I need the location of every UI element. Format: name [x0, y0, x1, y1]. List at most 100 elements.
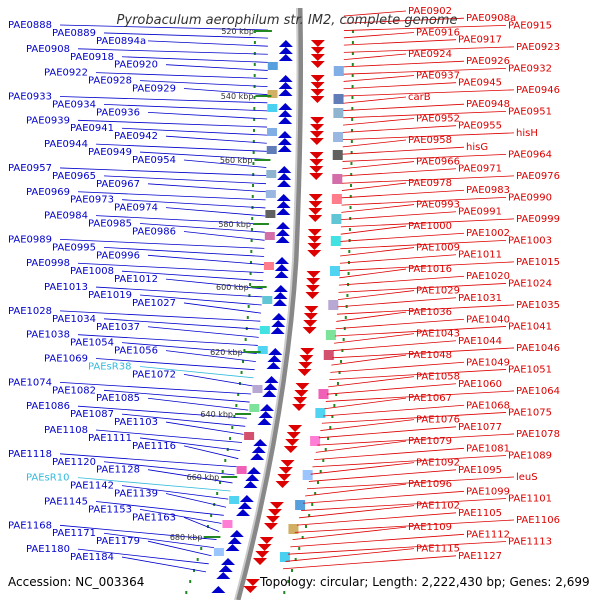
right-leader-line — [326, 383, 457, 395]
left-leader-line — [139, 437, 241, 451]
right-gene-label: PAE1092 — [416, 458, 460, 469]
annotation-block — [264, 232, 275, 240]
plus-strand-gene — [278, 89, 293, 96]
right-leader-line — [342, 168, 457, 177]
tick-mark — [311, 503, 314, 506]
right-gene-label: PAE1044 — [458, 336, 502, 347]
scale-label: 680 kbp — [170, 533, 203, 542]
right-gene-label: PAE0916 — [416, 28, 460, 39]
right-leader-line — [338, 275, 465, 286]
left-leader-line — [147, 40, 268, 47]
tick-mark — [189, 580, 192, 583]
right-leader-line — [340, 218, 515, 228]
right-leader-line — [340, 225, 407, 235]
right-gene-label: PAE1081 — [466, 443, 510, 454]
tick-mark — [247, 305, 250, 308]
tick-mark — [349, 195, 352, 198]
plus-strand-gene — [278, 54, 293, 61]
right-gene-label: PAE0966 — [416, 157, 460, 168]
minus-strand-gene — [283, 446, 298, 453]
right-leader-line — [324, 397, 407, 410]
right-leader-line — [343, 53, 407, 61]
right-gene-label: PAE1035 — [516, 300, 560, 311]
tick-mark — [193, 569, 196, 572]
minus-strand-gene — [310, 54, 325, 61]
left-gene-label: PAE0949 — [88, 147, 132, 158]
left-leader-line — [165, 207, 266, 217]
right-gene-label: PAE1011 — [458, 250, 502, 261]
minus-strand-gene — [307, 250, 322, 257]
plus-strand-gene — [278, 103, 293, 110]
plus-strand-gene — [274, 271, 289, 278]
right-leader-line — [294, 519, 515, 533]
accession-label: Accession: NC_003364 — [8, 575, 144, 589]
right-leader-line — [341, 189, 465, 199]
tick-mark — [346, 294, 349, 297]
left-gene-label: PAE0985 — [88, 219, 132, 230]
left-gene-label: PAE1012 — [114, 274, 158, 285]
right-gene-label: PAE0902 — [408, 6, 452, 17]
tick-mark — [196, 558, 199, 561]
left-gene-label: PAE1128 — [96, 465, 140, 476]
left-gene-label: PAE1028 — [8, 306, 52, 317]
tick-mark — [233, 415, 236, 418]
plus-strand-gene — [253, 439, 268, 446]
right-leader-line — [340, 240, 507, 250]
right-leader-line — [336, 311, 407, 322]
left-gene-label: PAE0908 — [26, 44, 70, 55]
left-gene-label: PAE0954 — [132, 155, 176, 166]
plus-strand-gene — [278, 110, 293, 117]
plus-strand-gene — [267, 355, 282, 362]
plus-strand-gene — [246, 467, 261, 474]
left-leader-line — [139, 80, 268, 88]
left-leader-line — [121, 56, 268, 63]
tick-mark — [324, 448, 327, 451]
tick-mark — [343, 327, 346, 330]
annotation-block — [222, 520, 233, 528]
left-gene-label: PAE1008 — [70, 266, 114, 277]
annotation-block — [310, 436, 321, 446]
minus-strand-gene — [302, 327, 317, 334]
minus-strand-gene — [280, 460, 295, 467]
right-gene-label: PAE1115 — [416, 544, 460, 555]
tick-mark — [251, 195, 254, 198]
minus-strand-gene — [309, 166, 324, 173]
minus-strand-gene — [306, 278, 321, 285]
left-leader-line — [59, 310, 261, 322]
plus-strand-gene — [262, 390, 277, 397]
left-leader-line — [165, 421, 244, 435]
right-gene-label: PAE1015 — [516, 257, 560, 268]
right-leader-line — [343, 103, 465, 111]
annotation-block — [328, 300, 339, 310]
scale-label: 540 kbp — [221, 92, 254, 101]
tick-mark — [242, 360, 245, 363]
right-leader-line — [343, 24, 507, 31]
left-gene-label: PAE0928 — [88, 76, 132, 87]
left-leader-line — [139, 366, 254, 379]
right-gene-label: PAE0978 — [408, 178, 452, 189]
minus-strand-gene — [255, 551, 270, 558]
right-gene-label: PAE0991 — [458, 207, 502, 218]
minus-strand-gene — [310, 96, 325, 103]
left-leader-line — [59, 167, 267, 176]
right-leader-line — [333, 340, 457, 351]
tick-mark — [291, 569, 294, 572]
left-gene-label: PAE1019 — [88, 290, 132, 301]
tick-mark — [253, 41, 256, 44]
plus-strand-gene — [243, 481, 258, 488]
minus-strand-gene — [266, 516, 281, 523]
right-leader-line — [343, 67, 507, 75]
right-gene-label: PAE0946 — [516, 85, 560, 96]
minus-strand-gene — [305, 292, 320, 299]
right-leader-line — [314, 447, 465, 461]
plus-strand-gene — [276, 201, 291, 208]
tick-mark — [224, 459, 227, 462]
left-gene-label: PAE0889 — [52, 28, 96, 39]
plus-strand-gene — [221, 558, 236, 565]
plus-strand-gene — [225, 544, 240, 551]
right-leader-line — [331, 354, 407, 366]
right-leader-line — [292, 526, 407, 541]
left-gene-label: PAE0888 — [8, 20, 52, 31]
genome-summary: Topology: circular; Length: 2,222,430 bp… — [259, 575, 590, 589]
